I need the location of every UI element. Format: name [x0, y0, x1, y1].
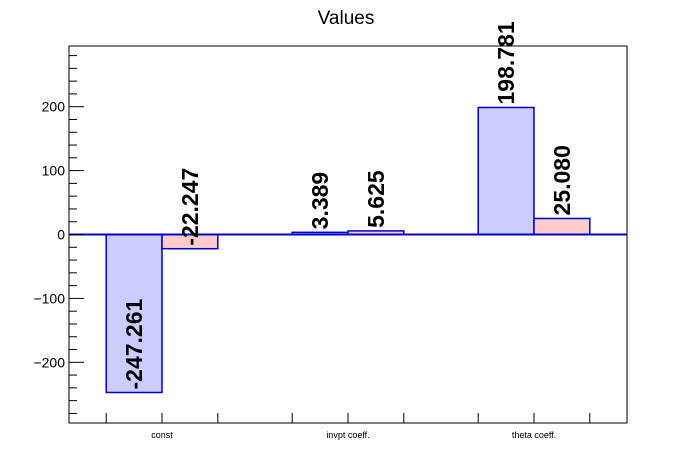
data-labels-layer: -247.261 3.389 198.781 -22.247 5.625 25.080	[121, 21, 575, 389]
data-label-series1-1: 3.389	[307, 172, 333, 230]
bar-series1-0	[105, 233, 163, 394]
data-label-series2-1: 5.625	[363, 170, 389, 228]
x-category-label: theta coeff.	[512, 430, 556, 440]
y-axis: −200 −100 0 100 200	[33, 55, 84, 414]
data-label-series2-2: 25.080	[549, 145, 575, 215]
bar-series2-2	[533, 217, 591, 236]
y-tick-label: 200	[42, 99, 66, 115]
x-axis: const invpt coeff. theta coeff.	[105, 413, 591, 440]
data-label-series1-0: -247.261	[121, 298, 147, 389]
y-tick-label: 0	[57, 227, 65, 243]
chart-title: Values	[318, 8, 375, 29]
data-label-series1-2: 198.781	[493, 21, 519, 104]
bars-layer	[105, 106, 591, 394]
y-tick-label: 100	[42, 163, 66, 179]
y-tick-label: −100	[33, 290, 65, 306]
y-tick-label: −200	[33, 354, 65, 370]
data-label-series2-0: -22.247	[177, 168, 203, 246]
bar-series1-2	[477, 106, 535, 236]
x-category-label: const	[151, 430, 173, 440]
x-category-label: invpt coeff.	[326, 430, 369, 440]
